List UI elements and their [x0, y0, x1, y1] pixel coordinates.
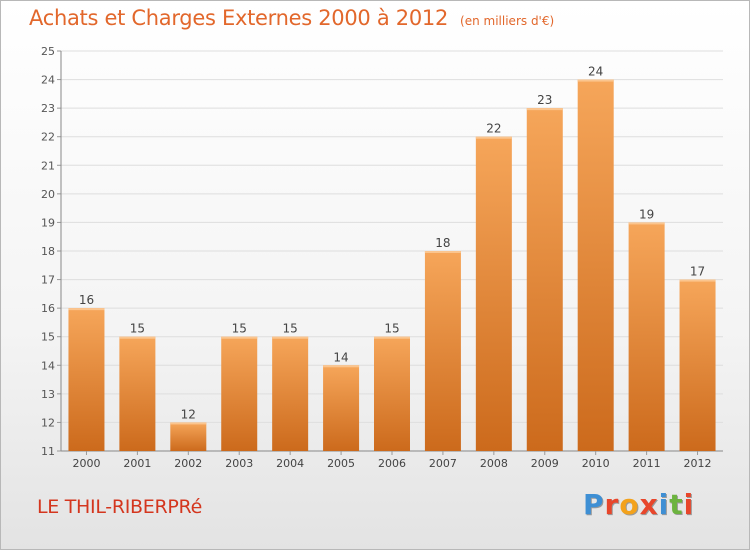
x-tick-label: 2010: [582, 457, 610, 470]
x-tick-label: 2008: [480, 457, 508, 470]
y-tick-labels: 11 12 13 14 15 16 17 18 19 20 21 22 23 24 25: [41, 45, 55, 458]
y-tick-label: 12: [41, 416, 55, 429]
bar-highlight: [679, 279, 716, 282]
chart-title: Achats et Charges Externes 2000 à 2012 (e…: [29, 6, 554, 30]
y-tick-label: 21: [41, 159, 55, 172]
logo-letter: o: [619, 488, 640, 521]
x-tick-labels: 2000 2001 2002 2003 2004 2005 2006 2007 2008 2009…: [72, 457, 711, 470]
bar: [272, 336, 309, 451]
chart-unit: (en milliers d'€): [460, 14, 555, 28]
bar: [679, 279, 716, 451]
logo-letter: x: [639, 488, 659, 521]
y-tick-label: 13: [41, 388, 55, 401]
bar: [577, 79, 614, 452]
y-tick-label: 17: [41, 274, 55, 287]
bar-highlight: [424, 251, 461, 253]
x-tick-label: 2012: [684, 457, 712, 470]
y-tick-label: 25: [41, 45, 55, 58]
y-tick-label: 22: [41, 131, 55, 144]
data-labels: 16 15 12 15 15 14 15 18 22 23 24 19 17: [79, 65, 705, 422]
bar-highlight: [323, 365, 360, 368]
bar-highlight: [577, 79, 614, 82]
data-label: 12: [181, 407, 196, 421]
data-label: 22: [486, 122, 501, 136]
y-tick-label: 18: [41, 245, 55, 258]
y-tick-label: 23: [41, 102, 55, 115]
bar-highlight: [221, 336, 258, 339]
data-label: 14: [333, 350, 348, 364]
logo-letter: i: [683, 488, 695, 521]
y-tick-label: 15: [41, 331, 55, 344]
x-tick-label: 2007: [429, 457, 457, 470]
data-label: 18: [435, 236, 450, 250]
x-tick-label: 2005: [327, 457, 355, 470]
bar-highlight: [526, 108, 563, 111]
data-label: 15: [232, 322, 247, 336]
bar: [526, 108, 563, 452]
bar: [628, 222, 665, 451]
data-label: 15: [130, 322, 145, 336]
bar-highlight: [628, 222, 665, 225]
bar-highlight: [374, 336, 410, 339]
logo-letter: P: [583, 488, 605, 521]
y-tick-label: 19: [41, 216, 55, 229]
x-tick-label: 2003: [225, 457, 253, 470]
x-tick-label: 2000: [72, 457, 100, 470]
bar: [374, 336, 410, 451]
bar: [68, 308, 105, 451]
y-tick-label: 14: [41, 359, 55, 372]
data-label: 15: [283, 322, 298, 336]
y-tick-label: 11: [41, 445, 55, 458]
logo-letter: r: [604, 488, 620, 521]
x-tick-label: 2009: [531, 457, 559, 470]
x-tick-label: 2001: [123, 457, 151, 470]
x-tick-label: 2006: [378, 457, 406, 470]
bar: [424, 251, 461, 451]
bar: [221, 336, 258, 451]
bars: [68, 79, 716, 452]
y-tick-label: 16: [41, 302, 55, 315]
y-tick-label: 20: [41, 188, 55, 201]
x-tick-label: 2011: [633, 457, 661, 470]
proxiti-logo: Proxiti: [583, 488, 694, 521]
x-tick-label: 2004: [276, 457, 304, 470]
data-label: 17: [690, 265, 705, 279]
logo-letter: t: [669, 488, 684, 521]
x-tick-label: 2002: [174, 457, 202, 470]
bar: [170, 422, 207, 451]
data-label: 23: [537, 93, 552, 107]
data-label: 24: [588, 65, 603, 79]
y-tick-label: 24: [41, 74, 55, 87]
bar: [119, 336, 156, 451]
bar: [323, 365, 360, 451]
bar: [475, 136, 512, 451]
bar-highlight: [475, 136, 512, 139]
data-label: 16: [79, 293, 94, 307]
bar-highlight: [272, 336, 309, 339]
logo-letter: i: [658, 488, 670, 521]
data-label: 15: [384, 322, 399, 336]
commune-name: LE THIL-RIBERPRé: [37, 496, 202, 518]
bar-highlight: [170, 422, 207, 425]
bar-highlight: [68, 308, 105, 311]
bar-highlight: [119, 336, 156, 339]
data-label: 19: [639, 207, 654, 221]
chart-title-text: Achats et Charges Externes 2000 à 2012: [29, 6, 449, 30]
